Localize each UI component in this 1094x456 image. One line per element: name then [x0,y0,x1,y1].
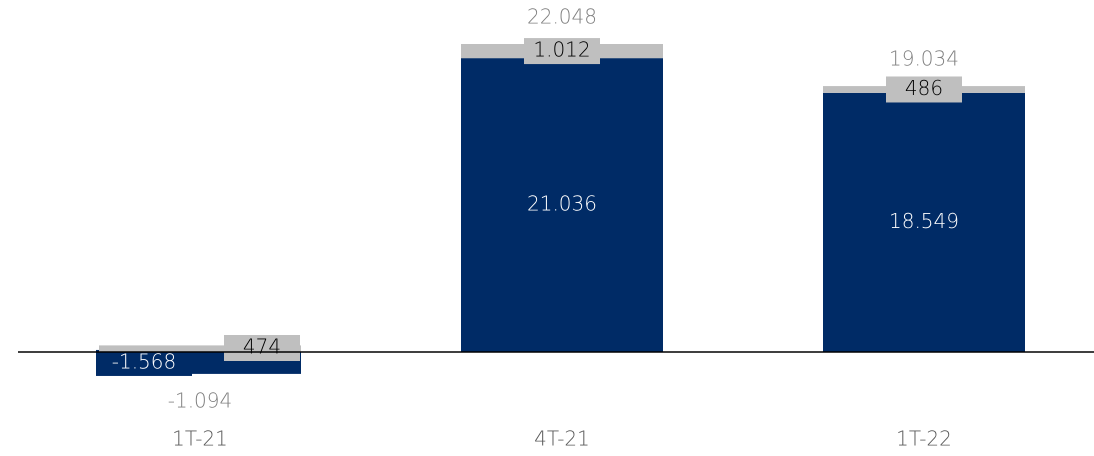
value-label: 486 [905,76,943,100]
total-label: 19.034 [889,47,959,71]
label-bg [886,76,962,103]
total-label: -1.094 [168,388,232,412]
bar-segment [823,92,1025,352]
x-tick-label: 1T-21 [172,427,228,451]
label-bg [524,38,600,65]
bar-segment [99,345,301,352]
label-bg [224,335,300,361]
total-label: 22.048 [527,5,597,29]
x-tick-label: 4T-21 [534,427,590,451]
value-label: 18.549 [889,209,959,233]
value-label: 1.012 [533,38,590,62]
label-bg [96,349,192,376]
bar-segment [461,58,663,353]
value-label: 21.036 [527,192,597,216]
value-label: 474 [243,335,281,359]
x-tick-label: 1T-22 [896,427,952,451]
value-label: -1.568 [112,349,176,373]
